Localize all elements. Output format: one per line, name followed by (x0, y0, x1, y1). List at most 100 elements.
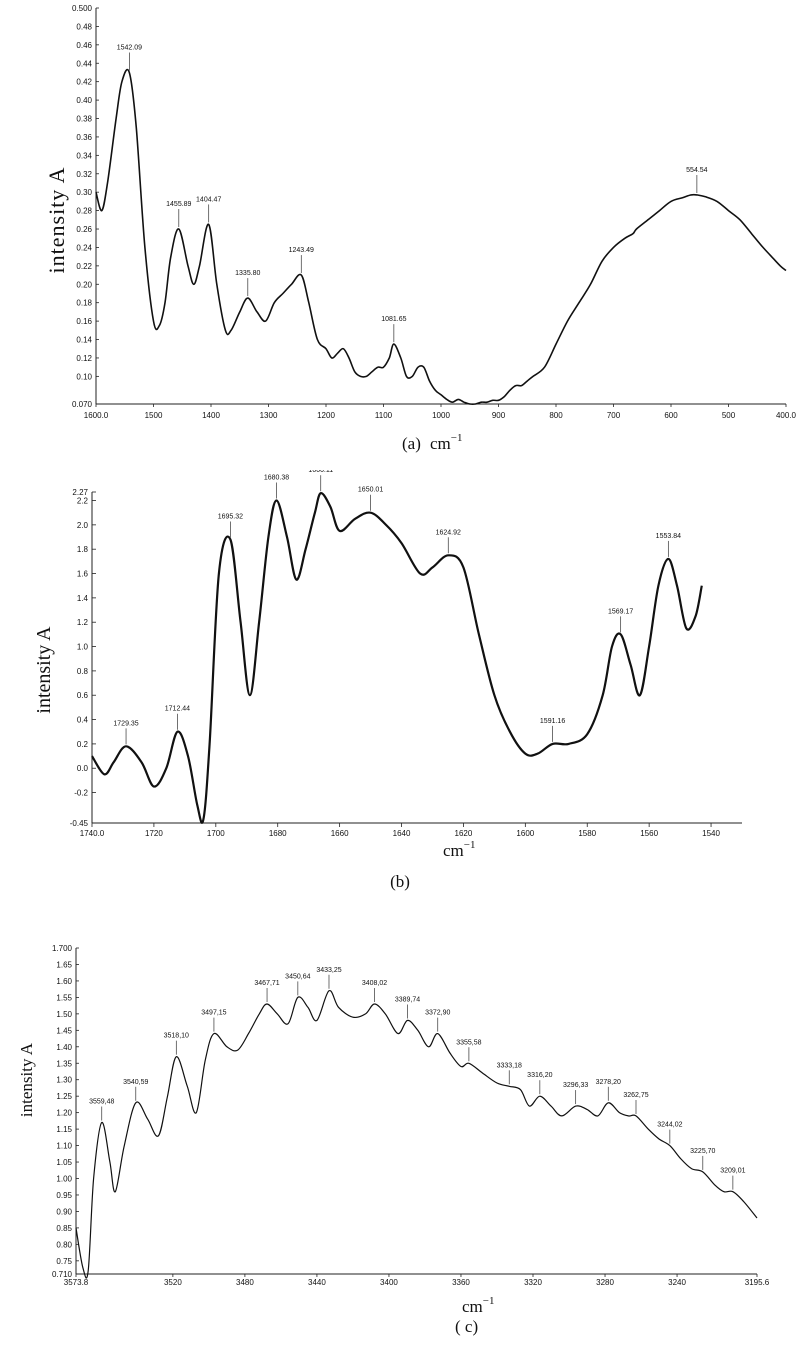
x-tick-label: 1740.0 (80, 829, 105, 838)
x-tick-label: 600 (664, 411, 678, 420)
peak-label: 3540,59 (123, 1079, 148, 1086)
peak-label: 1695.32 (218, 513, 243, 520)
y-tick-label: 0.12 (76, 354, 92, 363)
x-tick-label: 3400 (380, 1278, 398, 1287)
x-tick-label: 3280 (596, 1278, 614, 1287)
x-axis-title-a: cm−1 (430, 432, 463, 453)
peak-annotations-a: 1542.09 1455.89 1404.47 1335.80 1243.49 1081.… (117, 44, 708, 343)
y-tick-label: 0.24 (76, 243, 92, 252)
x-axis-title-c: cm−1 (462, 1295, 495, 1316)
peak-label: 1335.80 (235, 270, 260, 277)
y-tick-label: 0.18 (76, 299, 92, 308)
x-tick-label: 1100 (375, 411, 393, 420)
x-tick-label: 3360 (452, 1278, 470, 1287)
y-tick-label: 1.25 (56, 1092, 72, 1101)
peak-label: 3209,01 (720, 1168, 745, 1175)
peak-annotations-c: 3559,48 3540,59 3518,10 3497,15 3467,71 3450,… (89, 967, 746, 1190)
y-tick-label: 0.28 (76, 207, 92, 216)
y-tick-label: 0.20 (76, 280, 92, 289)
peak-label: 3450,64 (285, 973, 310, 980)
chart-panel-c: 0.710 0.75 0.80 0.85 0.90 0.95 1.00 1.05 1.10 1.1… (17, 944, 770, 1336)
y-tick-label: 0.44 (76, 59, 92, 68)
y-tick-label: 0.48 (76, 22, 92, 31)
y-tick-label: 0.2 (77, 740, 89, 749)
panel-label-a: (a) (402, 434, 421, 453)
spectrum-line-b (91, 492, 703, 824)
y-ticks-c: 0.710 0.75 0.80 0.85 0.90 0.95 1.00 1.05 1.10 1.1… (52, 944, 79, 1279)
x-tick-label: 400.0 (776, 411, 797, 420)
peak-label: 3244,02 (657, 1122, 682, 1129)
y-tick-label: 0.0 (77, 764, 89, 773)
x-ticks-b: 1740.0 1720 1700 1680 1660 1640 1620 1600 1580 15… (80, 823, 720, 838)
peak-label: 1081.65 (381, 316, 406, 323)
x-tick-label: 1700 (207, 829, 225, 838)
y-tick-label: 1.05 (56, 1158, 72, 1167)
panel-label-b-wrap: (b) (390, 872, 410, 891)
peak-label: 1680.38 (264, 475, 289, 482)
chart-panel-b: -0.45 -0.2 0.0 0.2 0.4 0.6 0.8 1.0 1.2 1.4 1.6 1.8 2… (33, 470, 742, 860)
y-tick-label: 0.10 (76, 372, 92, 381)
peak-label: 3333,18 (497, 1062, 522, 1069)
y-tick-label: 0.32 (76, 170, 92, 179)
peak-label: 3389,74 (395, 996, 420, 1003)
y-tick-label: 1.10 (56, 1142, 72, 1151)
x-tick-label: 1200 (317, 411, 335, 420)
series-b (91, 492, 703, 824)
panel-label-c: ( c) (455, 1317, 478, 1336)
y-tick-label: 0.46 (76, 41, 92, 50)
x-tick-label: 3573.8 (64, 1278, 89, 1287)
peak-label: 3408,02 (362, 980, 387, 987)
x-tick-label: 3520 (164, 1278, 182, 1287)
peak-label: 3372,90 (425, 1010, 450, 1017)
y-tick-label: 0.38 (76, 115, 92, 124)
y-tick-label: 0.14 (76, 336, 92, 345)
y-tick-label: 1.4 (77, 594, 89, 603)
y-tick-label: 1.2 (77, 618, 89, 627)
x-tick-label: 1580 (578, 829, 596, 838)
x-tick-label: 1720 (145, 829, 163, 838)
spectrum-line-a (95, 68, 787, 406)
y-tick-label: 1.65 (56, 960, 72, 969)
peak-label: 3433,25 (316, 967, 341, 974)
y-tick-label: -0.2 (74, 789, 88, 798)
y-tick-label: 0.22 (76, 262, 92, 271)
x-ticks-c: 3573.8 3520 3480 3440 3400 3360 3320 3280 3240 31… (64, 1274, 770, 1287)
x-tick-label: 1560 (640, 829, 658, 838)
x-tick-label: 1000 (432, 411, 450, 420)
y-axis-title-b: intensity A (33, 626, 55, 714)
x-tick-label: 3440 (308, 1278, 326, 1287)
x-tick-label: 3240 (668, 1278, 686, 1287)
x-axis-title-text-a: cm (430, 434, 451, 453)
y-tick-label: 1.8 (77, 545, 89, 554)
x-tick-label: 1540 (702, 829, 720, 838)
peak-label: 1624.92 (436, 529, 461, 536)
y-ticks-b: -0.45 -0.2 0.0 0.2 0.4 0.6 0.8 1.0 1.2 1.4 1.6 1.8 2… (70, 488, 96, 828)
x-tick-label: 1620 (455, 829, 473, 838)
peak-label: 3278,20 (596, 1079, 621, 1086)
y-tick-label: 0.42 (76, 78, 92, 87)
peak-label: 1404.47 (196, 196, 221, 203)
y-tick-label: 1.60 (56, 977, 72, 986)
y-tick-label: 0.500 (72, 4, 93, 13)
y-tick-label: 0.34 (76, 151, 92, 160)
peak-label: 3497,15 (201, 1010, 226, 1017)
x-axis-title-sup-c: −1 (483, 1295, 495, 1307)
x-tick-label: 800 (549, 411, 563, 420)
peak-label: 554.54 (686, 167, 708, 174)
y-axis-title-c: intensity A (17, 1042, 36, 1117)
axes-b (91, 492, 742, 824)
x-tick-label: 700 (607, 411, 621, 420)
axes-c (75, 948, 757, 1275)
peak-label: 3467,71 (254, 980, 279, 987)
peak-label: 1542.09 (117, 44, 142, 51)
x-tick-label: 3480 (236, 1278, 254, 1287)
x-axis-title-sup-b: −1 (464, 839, 476, 851)
y-tick-label: 2.0 (77, 521, 89, 530)
y-tick-label: 0.40 (76, 96, 92, 105)
x-axis-title-text-b: cm (443, 841, 464, 860)
peak-label: 3355,58 (456, 1039, 481, 1046)
y-tick-label: 1.700 (52, 944, 73, 953)
y-tick-label: 1.55 (56, 993, 72, 1002)
y-tick-label: 0.26 (76, 225, 92, 234)
